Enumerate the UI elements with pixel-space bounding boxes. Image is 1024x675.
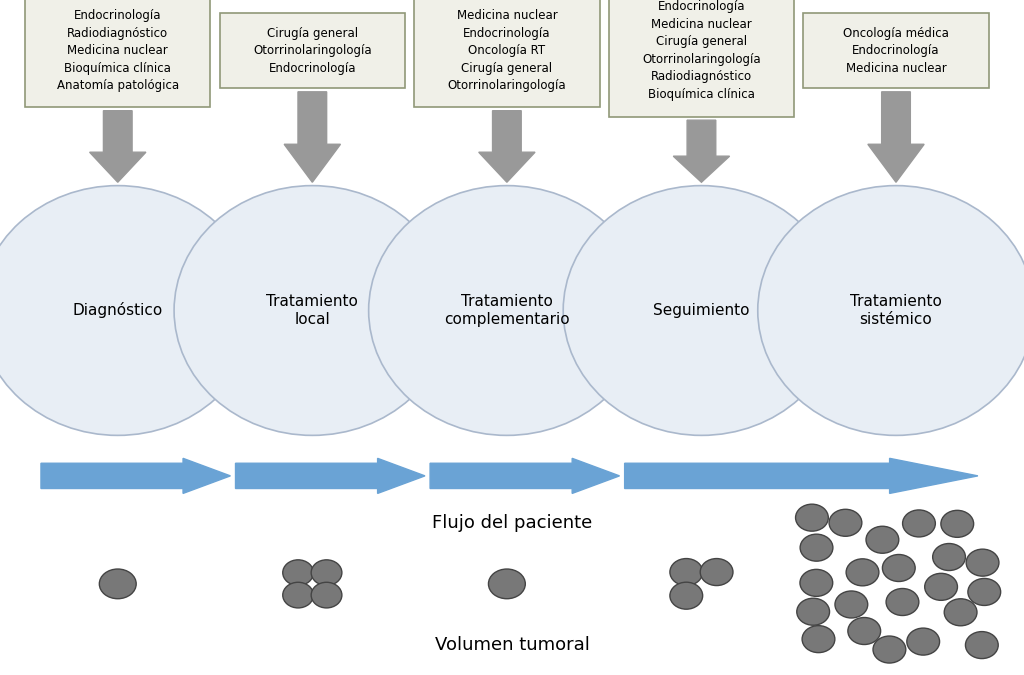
- FancyBboxPatch shape: [219, 13, 404, 88]
- Text: Tratamiento
local: Tratamiento local: [266, 294, 358, 327]
- FancyBboxPatch shape: [26, 0, 211, 107]
- Ellipse shape: [966, 632, 998, 659]
- FancyArrow shape: [236, 458, 425, 493]
- Text: Volumen tumoral: Volumen tumoral: [434, 636, 590, 653]
- Ellipse shape: [866, 526, 899, 554]
- Ellipse shape: [941, 510, 974, 537]
- Text: Seguimiento: Seguimiento: [653, 303, 750, 318]
- Ellipse shape: [797, 598, 829, 625]
- FancyBboxPatch shape: [414, 0, 599, 107]
- Ellipse shape: [883, 554, 915, 581]
- FancyBboxPatch shape: [608, 0, 795, 117]
- FancyArrow shape: [625, 458, 978, 493]
- FancyArrow shape: [430, 458, 620, 493]
- FancyArrow shape: [478, 111, 535, 182]
- FancyArrow shape: [284, 92, 340, 182]
- Ellipse shape: [846, 559, 879, 586]
- Text: Medicina nuclear
Endocrinología
Oncología RT
Cirugía general
Otorrinolaringologí: Medicina nuclear Endocrinología Oncologí…: [447, 9, 566, 92]
- FancyArrow shape: [90, 111, 146, 182]
- FancyBboxPatch shape: [803, 13, 989, 88]
- Ellipse shape: [902, 510, 935, 537]
- Ellipse shape: [174, 186, 451, 435]
- Ellipse shape: [886, 589, 919, 616]
- Ellipse shape: [369, 186, 645, 435]
- Text: Diagnóstico: Diagnóstico: [73, 302, 163, 319]
- Ellipse shape: [796, 504, 828, 531]
- Ellipse shape: [311, 560, 342, 585]
- Text: Flujo del paciente: Flujo del paciente: [432, 514, 592, 532]
- Ellipse shape: [0, 186, 256, 435]
- Ellipse shape: [925, 573, 957, 600]
- Ellipse shape: [800, 570, 833, 597]
- Text: Tratamiento
complementario: Tratamiento complementario: [444, 294, 569, 327]
- Ellipse shape: [758, 186, 1024, 435]
- Ellipse shape: [968, 578, 1000, 605]
- Text: Oncología médica
Endocrinología
Medicina nuclear: Oncología médica Endocrinología Medicina…: [843, 26, 949, 75]
- Ellipse shape: [700, 559, 733, 585]
- Ellipse shape: [802, 626, 835, 653]
- Ellipse shape: [311, 583, 342, 608]
- Text: Endocrinología
Medicina nuclear
Cirugía general
Otorrinolaringología
Radiodiagnó: Endocrinología Medicina nuclear Cirugía …: [642, 1, 761, 101]
- Ellipse shape: [933, 543, 966, 570]
- FancyArrow shape: [868, 92, 924, 182]
- Text: Tratamiento
sistémico: Tratamiento sistémico: [850, 294, 942, 327]
- Ellipse shape: [670, 582, 702, 609]
- Ellipse shape: [967, 549, 999, 576]
- Ellipse shape: [907, 628, 940, 655]
- Ellipse shape: [873, 636, 906, 663]
- Ellipse shape: [800, 534, 833, 561]
- Ellipse shape: [283, 560, 313, 585]
- Ellipse shape: [563, 186, 840, 435]
- FancyArrow shape: [41, 458, 230, 493]
- Text: Cirugía general
Otorrinolaringología
Endocrinología: Cirugía general Otorrinolaringología End…: [253, 26, 372, 75]
- FancyArrow shape: [674, 120, 729, 182]
- Ellipse shape: [670, 559, 702, 585]
- Ellipse shape: [99, 569, 136, 599]
- Text: Endocrinología
Radiodiagnóstico
Medicina nuclear
Bioquímica clínica
Anatomía pat: Endocrinología Radiodiagnóstico Medicina…: [56, 9, 179, 92]
- Ellipse shape: [944, 599, 977, 626]
- Ellipse shape: [283, 583, 313, 608]
- Ellipse shape: [835, 591, 867, 618]
- Ellipse shape: [848, 618, 881, 645]
- Ellipse shape: [829, 509, 862, 536]
- Ellipse shape: [488, 569, 525, 599]
